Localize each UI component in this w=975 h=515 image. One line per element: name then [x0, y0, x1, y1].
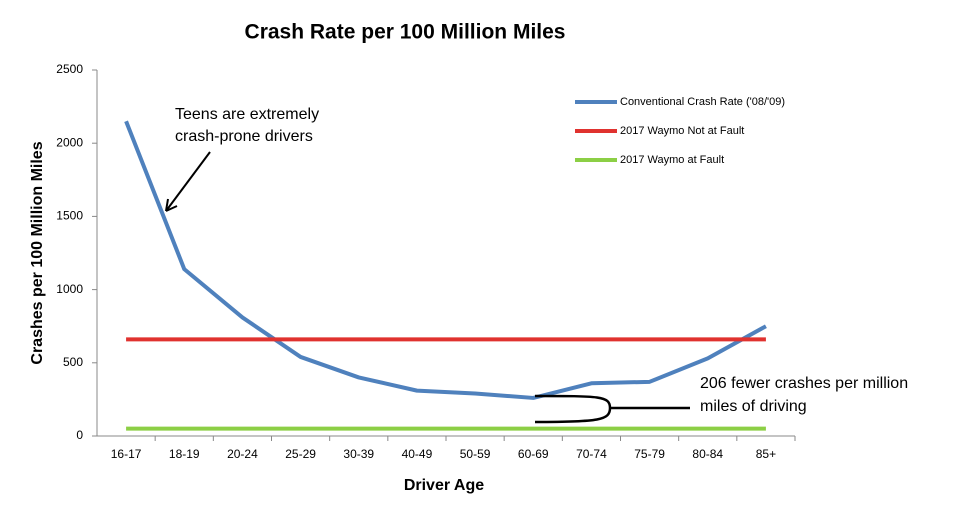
y-tick-label: 1500: [56, 209, 83, 223]
series-line: [124, 120, 767, 400]
y-tick-label: 2000: [56, 135, 83, 149]
annotation-line: miles of driving: [700, 398, 807, 415]
y-tick-label: 500: [63, 355, 83, 369]
x-axis-title: Driver Age: [404, 477, 484, 494]
y-tick-label: 2500: [56, 62, 83, 76]
x-tick-label: 60-69: [518, 447, 549, 461]
annotations: Teens are extremely crash-prone drivers 2…: [165, 106, 908, 424]
annotation-line: Teens are extremely: [175, 106, 319, 123]
x-tick-label: 75-79: [634, 447, 665, 461]
x-tick-label: 85+: [756, 447, 776, 461]
x-tick-label: 20-24: [227, 447, 258, 461]
annotation-line: 206 fewer crashes per million: [700, 375, 908, 392]
legend: Conventional Crash Rate ('08/'09) 2017 Wa…: [575, 96, 785, 166]
annotation-line: crash-prone drivers: [175, 128, 313, 145]
x-tick-label: 70-74: [576, 447, 607, 461]
x-tick-label: 40-49: [402, 447, 433, 461]
legend-label: 2017 Waymo Not at Fault: [620, 125, 744, 137]
brace: [534, 394, 612, 424]
annotation: 206 fewer crashes per million miles of dr…: [700, 375, 908, 415]
x-tick-label: 30-39: [343, 447, 374, 461]
x-tick-label: 25-29: [285, 447, 316, 461]
x-tick-label: 50-59: [460, 447, 491, 461]
x-tick-label: 18-19: [169, 447, 200, 461]
legend-label: Conventional Crash Rate ('08/'09): [620, 96, 785, 108]
chart-title: Crash Rate per 100 Million Miles: [245, 21, 566, 44]
x-tick-label: 16-17: [111, 447, 142, 461]
y-tick-label: 0: [76, 428, 83, 442]
legend-label: 2017 Waymo at Fault: [620, 154, 724, 166]
annotation: Teens are extremely crash-prone drivers: [175, 106, 319, 145]
y-axis-title: Crashes per 100 Million Miles: [29, 141, 46, 364]
y-tick-label: 1000: [56, 282, 83, 296]
annotation-arrow: [165, 151, 211, 212]
x-tick-label: 80-84: [692, 447, 723, 461]
arrow-head: [165, 198, 178, 212]
